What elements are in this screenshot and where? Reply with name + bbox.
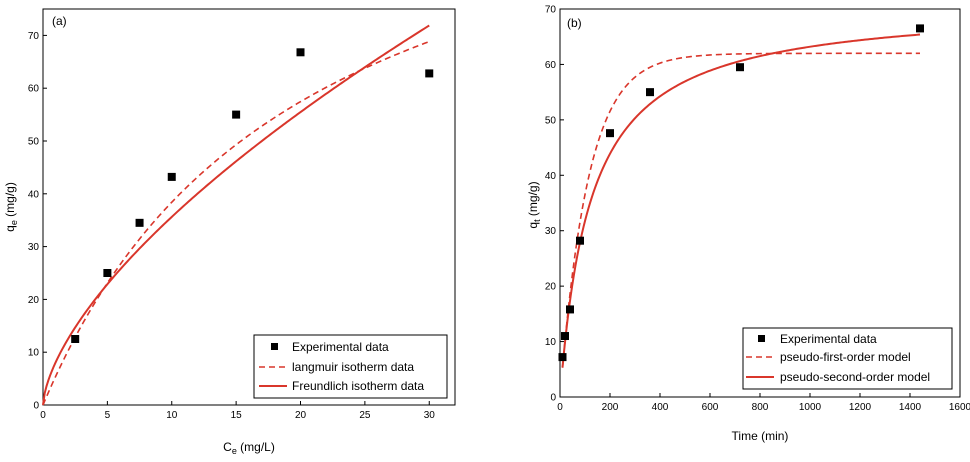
- panel-a-legend-marker-experimental: [271, 343, 278, 350]
- panel-b-x-tick-label: 1200: [849, 402, 872, 413]
- panel-b-y-tick-label: 70: [545, 5, 557, 16]
- panel-a-legend-experimental: Experimental data: [292, 340, 389, 354]
- panel-a-x-tick-label: 30: [424, 410, 436, 421]
- panel-a-legend: Experimental data langmuir isotherm data…: [253, 334, 448, 399]
- panel-a-x-tick-label: 0: [40, 410, 46, 421]
- panel-a-frame: [42, 8, 456, 406]
- panel-a-legend-langmuir: langmuir isotherm data: [292, 360, 414, 374]
- panel-b-y-tick-label: 60: [545, 60, 557, 71]
- panel-a-freundlich-curve: [42, 24, 430, 406]
- panel-b-x-tick-label: 1000: [799, 402, 822, 413]
- panel-b-legend-box: [742, 327, 953, 390]
- panel-a-y-tick-label: 40: [28, 189, 40, 200]
- panel-b-pso-curve: [561, 33, 921, 368]
- panel-b-y-tick-label: 10: [545, 337, 557, 348]
- panel-a-x-tick-label: 10: [166, 410, 178, 421]
- panel-a-y-axis-label: qe (mg/g): [3, 182, 19, 232]
- panel-a-y-tick-label: 50: [28, 137, 40, 148]
- panel-b-legend-marker-experimental: [758, 335, 765, 342]
- panel-a-data-point: [296, 48, 305, 57]
- panel-a-data-point: [135, 218, 144, 227]
- panel-b-legend-experimental: Experimental data: [780, 332, 877, 346]
- panel-a: (a) 0 5 10 15 20 25 30 0 10 20 30 40 50 60 70 Ce (mg/L…: [3, 8, 456, 456]
- panel-a-x-tick-label: 20: [295, 410, 307, 421]
- panel-b-y-tick-label: 50: [545, 115, 557, 126]
- panel-b-pfo-curve: [561, 52, 920, 368]
- panel-b-data-point: [566, 305, 574, 314]
- panel-a-legend-freundlich: Freundlich isotherm data: [292, 379, 424, 393]
- panel-b-x-tick-label: 600: [702, 402, 719, 413]
- panel-a-x-tick-label: 5: [105, 410, 111, 421]
- panel-b-legend-pfo: pseudo-first-order model: [780, 350, 911, 364]
- panel-b-legend-pso: pseudo-second-order model: [780, 370, 930, 384]
- panel-b-data-point: [576, 236, 584, 245]
- panel-b-label: (b): [567, 16, 582, 30]
- panel-b-x-tick-label: 1600: [949, 402, 970, 413]
- panel-a-data-point: [103, 269, 112, 277]
- panel-a-x-tick-label: 25: [359, 410, 371, 421]
- panel-a-label: (a): [52, 14, 67, 28]
- panel-a-y-tick-label: 10: [28, 348, 40, 359]
- panel-b-x-axis-label: Time (min): [732, 429, 789, 443]
- panel-b-x-tick-label: 1400: [899, 402, 922, 413]
- panel-b-x-tick-label: 800: [752, 402, 769, 413]
- panel-b-legend: Experimental data pseudo-first-order mod…: [742, 327, 953, 390]
- panel-b-x-tick-label: 0: [557, 402, 563, 413]
- panel-b-y-tick-label: 30: [545, 226, 557, 237]
- panel-b-y-tick-label: 20: [545, 282, 557, 293]
- panel-b: (b) 0 200 400 600 800 1000 1200 1400 1600 0 10 20 30…: [526, 5, 970, 444]
- panel-b-y-tick-label: 40: [545, 171, 557, 182]
- panel-a-y-tick-label: 60: [28, 84, 40, 95]
- panel-a-legend-box: [253, 334, 448, 399]
- panel-a-data-point: [232, 110, 241, 119]
- panel-a-y-tick-label: 0: [33, 401, 39, 412]
- panel-b-data-point: [558, 353, 567, 362]
- panel-a-x-tick-label: 15: [231, 410, 243, 421]
- panel-b-data-point: [646, 88, 654, 97]
- panel-b-data-point: [736, 63, 744, 72]
- panel-b-data-point: [606, 129, 614, 138]
- panel-b-x-tick-label: 200: [602, 402, 619, 413]
- panel-b-y-axis-label: qt (mg/g): [526, 181, 542, 228]
- panel-a-x-axis-label: Ce (mg/L): [223, 440, 275, 456]
- panel-a-data-point: [71, 335, 80, 343]
- panel-a-data-point: [425, 69, 434, 78]
- panel-b-y-tick-label: 0: [550, 393, 556, 404]
- panel-b-data-point: [916, 24, 924, 33]
- panel-a-data-point: [167, 172, 176, 181]
- panel-a-y-tick-label: 20: [28, 295, 40, 306]
- panel-a-y-tick-label: 70: [28, 31, 40, 42]
- panel-a-y-tick-label: 30: [28, 242, 40, 253]
- panel-b-x-tick-label: 400: [652, 402, 669, 413]
- panel-b-data-point: [561, 332, 569, 341]
